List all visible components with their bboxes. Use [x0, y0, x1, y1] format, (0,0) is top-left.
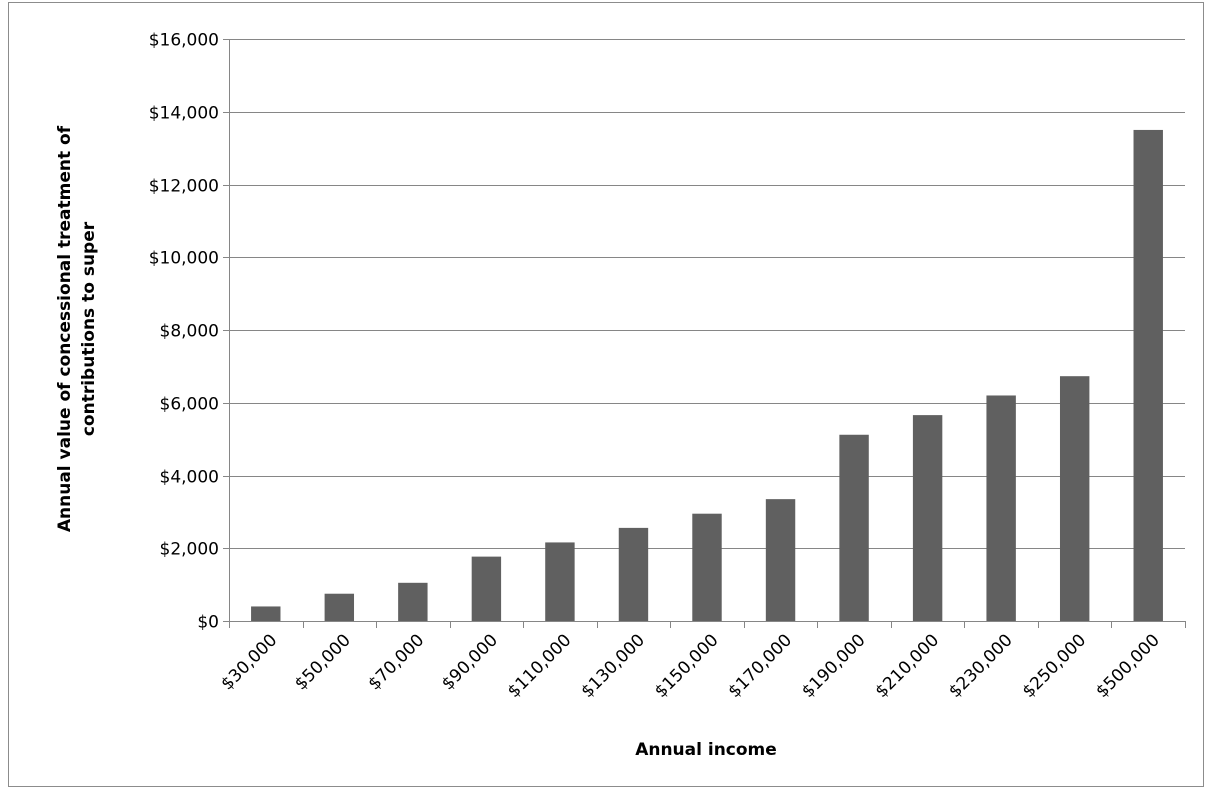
- x-tick-label: $150,000: [651, 630, 723, 702]
- bar: [1133, 129, 1163, 621]
- y-tick-label: $6,000: [160, 395, 219, 415]
- x-tick-label: $30,000: [217, 630, 281, 694]
- bar: [324, 593, 355, 621]
- x-tick-label: $110,000: [504, 630, 576, 702]
- x-tick-label: $210,000: [872, 630, 944, 702]
- bar: [986, 395, 1016, 621]
- x-tick-label: $500,000: [1092, 630, 1164, 702]
- bar: [251, 606, 281, 621]
- y-tick-label: $14,000: [149, 104, 219, 124]
- bar: [912, 415, 943, 621]
- bar: [545, 542, 575, 621]
- bar: [839, 434, 869, 621]
- x-tick-label: $170,000: [725, 630, 797, 702]
- x-axis-title: Annual income: [635, 740, 777, 760]
- y-axis-title-line-1: Annual value of concessional treatment o…: [55, 125, 75, 532]
- x-tick-label: $250,000: [1019, 630, 1091, 702]
- x-tick-label: $50,000: [291, 630, 355, 694]
- y-axis-title-line-2: contributions to super: [79, 221, 99, 436]
- x-tick-labels: $30,000 $50,000 $70,000 $90,000 $110,000 $130…: [217, 630, 1163, 702]
- x-tick-label: $130,000: [577, 630, 649, 702]
- y-tick-labels: $0 $2,000 $4,000 $6,000 $8,000 $10,000 $12,000…: [149, 31, 219, 633]
- gridlines: [229, 39, 1185, 549]
- x-tick-label: $190,000: [798, 630, 870, 702]
- y-tick-label: $0: [197, 613, 219, 633]
- x-tick-label: $90,000: [438, 630, 502, 694]
- y-tick-label: $10,000: [149, 249, 219, 269]
- x-tick-label: $70,000: [365, 630, 429, 694]
- y-axis-title: Annual value of concessional treatment o…: [55, 125, 99, 532]
- bar: [692, 513, 722, 621]
- bar: [398, 582, 428, 621]
- axes: [223, 39, 1186, 628]
- y-tick-label: $4,000: [160, 468, 219, 488]
- chart-frame: [8, 2, 1204, 787]
- y-tick-label: $16,000: [149, 31, 219, 51]
- bar: [1059, 376, 1090, 621]
- y-tick-label: $2,000: [160, 540, 219, 560]
- y-tick-label: $8,000: [160, 322, 219, 342]
- bar: [471, 556, 502, 621]
- bar: [618, 527, 649, 621]
- bars: [251, 129, 1163, 621]
- x-tick-label: $230,000: [945, 630, 1017, 702]
- y-tick-label: $12,000: [149, 177, 219, 197]
- bar: [765, 499, 796, 621]
